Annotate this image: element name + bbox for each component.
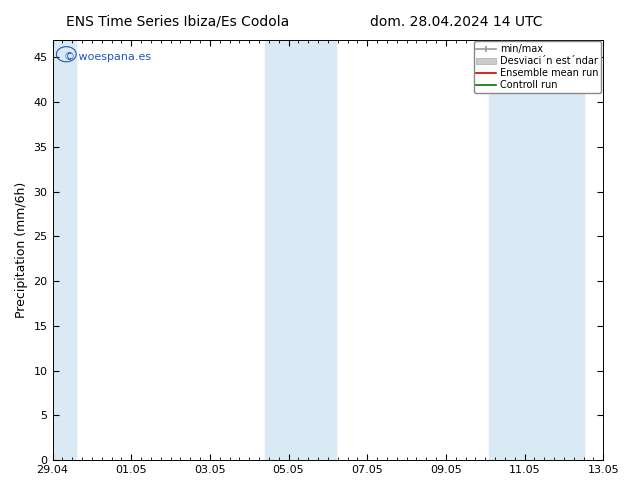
Legend: min/max, Desviaci´n est´ndar, Ensemble mean run, Controll run: min/max, Desviaci´n est´ndar, Ensemble m… [474, 42, 601, 93]
Bar [265, 40, 336, 460]
Text: dom. 28.04.2024 14 UTC: dom. 28.04.2024 14 UTC [370, 15, 543, 29]
Bar [489, 40, 583, 460]
Text: ENS Time Series Ibiza/Es Codola: ENS Time Series Ibiza/Es Codola [66, 15, 289, 29]
Text: © woespana.es: © woespana.es [63, 52, 151, 62]
Bar [53, 40, 76, 460]
Y-axis label: Precipitation (mm/6h): Precipitation (mm/6h) [15, 182, 28, 318]
